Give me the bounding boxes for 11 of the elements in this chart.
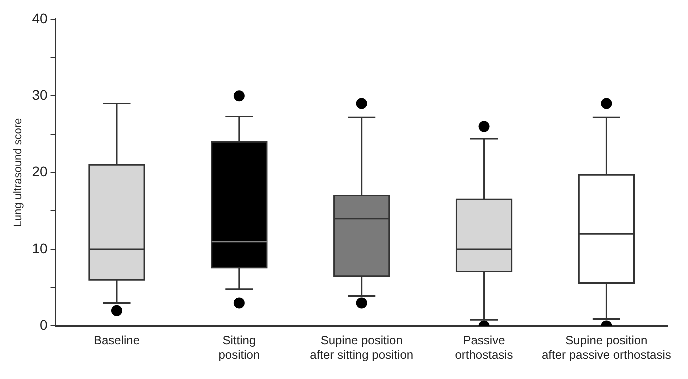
- x-tick-label: Passive orthostasis: [455, 334, 514, 362]
- y-axis-title: Lung ultrasound score: [12, 118, 25, 228]
- x-tick-label: Sitting position: [218, 334, 260, 362]
- y-tick-label: 40: [32, 10, 48, 26]
- y-tick-label: 0: [40, 317, 48, 334]
- y-tick-label: 20: [32, 164, 48, 180]
- x-tick-label: Supine position after sitting position: [310, 334, 414, 362]
- y-tick-label: 10: [32, 240, 48, 256]
- y-tick-label: 30: [32, 86, 48, 103]
- x-tick-label: Baseline: [94, 334, 140, 348]
- x-tick-label: Supine position after passive orthostasis: [542, 334, 672, 362]
